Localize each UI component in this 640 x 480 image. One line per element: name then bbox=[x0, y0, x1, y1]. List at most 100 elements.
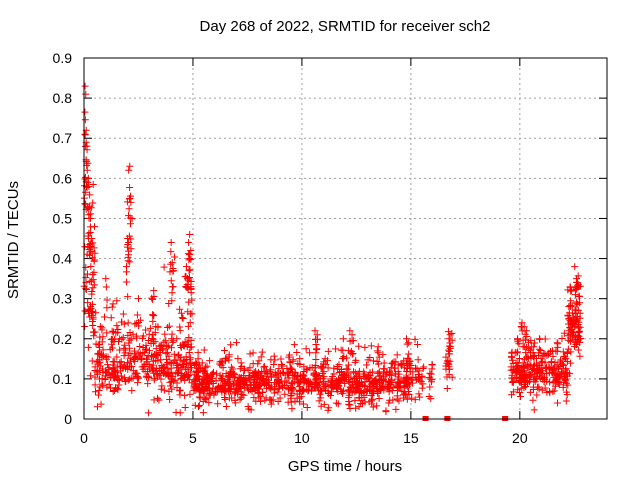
data-point bbox=[139, 365, 147, 373]
data-point bbox=[125, 375, 133, 383]
data-point bbox=[296, 394, 304, 402]
data-point bbox=[533, 383, 541, 391]
data-point bbox=[385, 381, 393, 389]
data-point bbox=[110, 373, 118, 381]
data-point bbox=[258, 348, 266, 356]
data-point bbox=[373, 347, 381, 355]
y-tick-label: 0.4 bbox=[53, 251, 73, 267]
data-point bbox=[393, 395, 401, 403]
data-point bbox=[402, 391, 410, 399]
data-point bbox=[286, 358, 294, 366]
data-point bbox=[136, 343, 144, 351]
data-point bbox=[557, 356, 565, 364]
data-point bbox=[113, 353, 121, 361]
data-point bbox=[124, 235, 132, 242]
data-point bbox=[249, 349, 257, 357]
data-point bbox=[96, 383, 104, 391]
data-point bbox=[183, 281, 191, 289]
data-point bbox=[345, 361, 353, 369]
data-point bbox=[177, 309, 185, 317]
data-point bbox=[383, 369, 391, 377]
data-point bbox=[167, 239, 175, 247]
data-point bbox=[312, 375, 320, 383]
data-point bbox=[89, 271, 97, 279]
y-tick-label: 0.6 bbox=[53, 170, 73, 186]
data-point bbox=[426, 383, 434, 391]
data-point bbox=[81, 173, 89, 181]
data-point bbox=[529, 352, 537, 360]
data-point bbox=[558, 334, 566, 342]
data-point bbox=[291, 397, 299, 405]
data-point bbox=[90, 257, 98, 265]
data-point bbox=[403, 340, 411, 348]
data-point bbox=[271, 386, 279, 394]
data-point bbox=[146, 347, 153, 355]
data-point bbox=[508, 391, 516, 399]
data-point bbox=[529, 385, 537, 393]
data-point bbox=[90, 244, 98, 252]
data-point bbox=[257, 397, 265, 405]
data-point bbox=[163, 355, 171, 363]
data-point bbox=[446, 339, 454, 347]
data-point bbox=[317, 394, 325, 402]
data-point bbox=[261, 362, 269, 370]
data-point bbox=[85, 202, 93, 210]
data-point bbox=[173, 335, 181, 343]
data-point bbox=[553, 376, 561, 384]
data-point bbox=[549, 347, 557, 355]
data-point bbox=[168, 283, 176, 291]
data-point bbox=[132, 332, 140, 340]
data-point bbox=[109, 344, 117, 352]
data-point bbox=[163, 343, 171, 351]
data-point bbox=[567, 359, 575, 367]
data-point bbox=[220, 347, 228, 355]
data-point bbox=[142, 326, 150, 334]
data-point bbox=[335, 361, 343, 369]
data-point bbox=[400, 357, 408, 365]
chart-title: Day 268 of 2022, SRMTID for receiver sch… bbox=[200, 18, 491, 35]
data-point bbox=[181, 392, 189, 400]
data-point bbox=[344, 365, 352, 373]
data-point bbox=[227, 341, 235, 349]
data-point bbox=[336, 369, 344, 377]
data-point bbox=[521, 336, 529, 344]
data-point bbox=[81, 116, 89, 124]
data-point bbox=[254, 360, 262, 368]
data-point bbox=[87, 214, 95, 222]
data-point bbox=[373, 402, 381, 410]
data-point bbox=[530, 406, 538, 414]
data-point bbox=[206, 391, 214, 399]
data-point bbox=[178, 314, 186, 322]
data-point bbox=[509, 366, 517, 374]
data-point bbox=[186, 319, 194, 327]
data-point bbox=[330, 370, 338, 378]
data-point bbox=[131, 320, 139, 328]
data-point bbox=[563, 391, 571, 399]
data-point bbox=[98, 326, 106, 334]
data-point bbox=[443, 373, 451, 381]
data-point bbox=[90, 281, 98, 289]
data-point bbox=[150, 287, 158, 295]
data-point bbox=[527, 337, 535, 345]
data-point bbox=[125, 339, 133, 347]
data-point bbox=[514, 348, 522, 356]
data-point bbox=[119, 310, 127, 318]
data-point bbox=[81, 82, 89, 90]
data-point bbox=[527, 370, 535, 378]
data-point bbox=[134, 379, 142, 387]
data-point bbox=[81, 130, 89, 138]
data-point bbox=[385, 399, 393, 407]
data-point bbox=[216, 371, 224, 379]
data-point bbox=[157, 342, 165, 350]
data-point bbox=[332, 345, 340, 353]
data-point bbox=[561, 373, 569, 381]
data-point bbox=[518, 384, 526, 392]
data-point bbox=[167, 382, 175, 390]
data-point bbox=[245, 374, 253, 382]
data-point bbox=[236, 395, 244, 403]
data-point bbox=[516, 393, 524, 401]
data-point bbox=[180, 342, 188, 350]
y-tick-label: 0.8 bbox=[53, 90, 73, 106]
data-point bbox=[103, 329, 111, 337]
data-point bbox=[205, 385, 213, 393]
